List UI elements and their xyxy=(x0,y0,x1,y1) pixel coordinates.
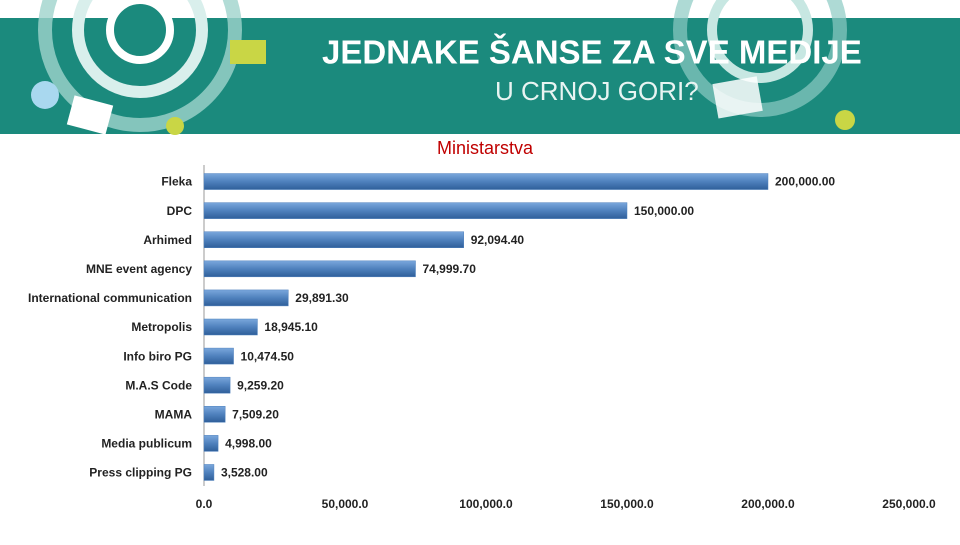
bar xyxy=(203,173,769,190)
y-tick-label: MAMA xyxy=(155,407,193,421)
value-label: 7,509.20 xyxy=(232,407,279,421)
y-tick-label: DPC xyxy=(167,204,193,218)
bar xyxy=(203,347,234,365)
banner-title: JEDNAKE ŠANSE ZA SVE MEDIJE xyxy=(322,33,862,71)
banner-subtitle: U CRNOJ GORI? xyxy=(495,76,699,106)
x-tick-label: 0.0 xyxy=(196,497,213,511)
bar xyxy=(203,435,219,452)
value-label: 18,945.10 xyxy=(264,320,318,334)
x-tick-label: 50,000.0 xyxy=(322,497,369,511)
plot: 0.0 50,000.0 100,000.0 150,000.0 200,000.0 25… xyxy=(28,173,936,511)
bar xyxy=(203,406,226,423)
bar xyxy=(203,289,289,307)
value-label: 92,094.40 xyxy=(471,233,525,247)
y-tick-label: Info biro PG xyxy=(123,349,192,363)
value-label: 3,528.00 xyxy=(221,466,268,480)
y-tick-label: MNE event agency xyxy=(86,262,192,276)
y-tick-label: International communication xyxy=(28,291,192,305)
value-label: 74,999.70 xyxy=(422,262,476,276)
value-label: 200,000.00 xyxy=(775,175,835,189)
value-label: 10,474.50 xyxy=(241,349,295,363)
x-tick-label: 150,000.0 xyxy=(600,497,654,511)
bar xyxy=(203,318,258,336)
y-tick-label: Metropolis xyxy=(131,320,192,334)
bar xyxy=(203,260,416,278)
y-tick-label: Media publicum xyxy=(101,437,192,451)
banner: JEDNAKE ŠANSE ZA SVE MEDIJE U CRNOJ GORI… xyxy=(0,0,960,135)
value-label: 29,891.30 xyxy=(295,291,349,305)
value-label: 9,259.20 xyxy=(237,378,284,392)
x-tick-label: 200,000.0 xyxy=(741,497,795,511)
x-tick-label: 100,000.0 xyxy=(459,497,513,511)
chart-title: Ministarstva xyxy=(437,138,534,158)
x-tick-label: 250,000.0 xyxy=(882,497,936,511)
value-label: 150,000.00 xyxy=(634,204,694,218)
bar xyxy=(203,376,231,394)
y-tick-label: Fleka xyxy=(161,175,192,189)
y-tick-label: Press clipping PG xyxy=(89,466,192,480)
y-tick-label: M.A.S Code xyxy=(125,378,192,392)
value-label: 4,998.00 xyxy=(225,437,272,451)
bar xyxy=(203,464,215,481)
y-tick-label: Arhimed xyxy=(143,233,192,247)
bar xyxy=(203,231,464,248)
bar xyxy=(203,202,628,219)
